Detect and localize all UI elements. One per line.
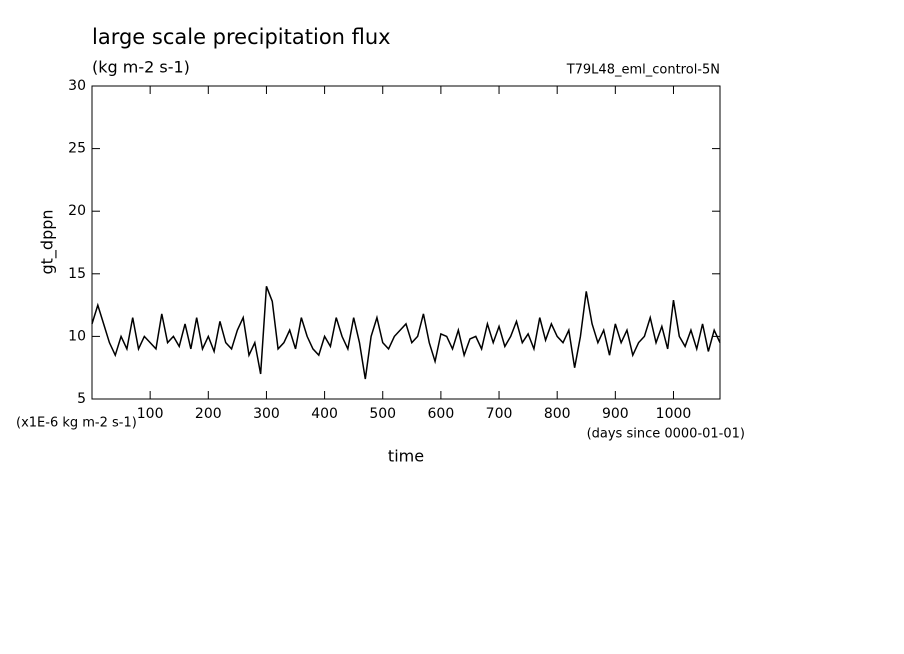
x-tick-label: 200: [195, 406, 222, 422]
x-tick-label: 900: [602, 406, 629, 422]
y-tick-label: 10: [68, 328, 86, 344]
x-tick-label: 300: [253, 406, 280, 422]
y-tick-label: 25: [68, 141, 86, 157]
x-tick-label: 700: [486, 406, 513, 422]
x-tick-label: 1000: [656, 406, 692, 422]
x-unit-note: (days since 0000-01-01): [587, 427, 745, 442]
y-unit-note: (x1E-6 kg m-2 s-1): [16, 416, 137, 431]
y-tick-label: 5: [77, 391, 86, 407]
x-tick-label: 500: [369, 406, 396, 422]
x-tick-label: 800: [544, 406, 571, 422]
x-tick-label: 100: [137, 406, 164, 422]
y-tick-label: 15: [68, 266, 86, 282]
data-line: [91, 286, 721, 380]
y-axis-label: gt_dppn: [38, 209, 58, 274]
annotation: T79L48_eml_control-5N: [566, 63, 720, 78]
x-axis-label: time: [388, 447, 424, 466]
plot-frame: [91, 85, 721, 400]
y-tick-label: 30: [68, 78, 86, 94]
chart-title: large scale precipitation flux: [92, 25, 391, 49]
x-tick-label: 400: [311, 406, 338, 422]
x-tick-label: 600: [428, 406, 455, 422]
chart-subtitle: (kg m-2 s-1): [92, 58, 190, 77]
y-tick-label: 20: [68, 203, 86, 219]
